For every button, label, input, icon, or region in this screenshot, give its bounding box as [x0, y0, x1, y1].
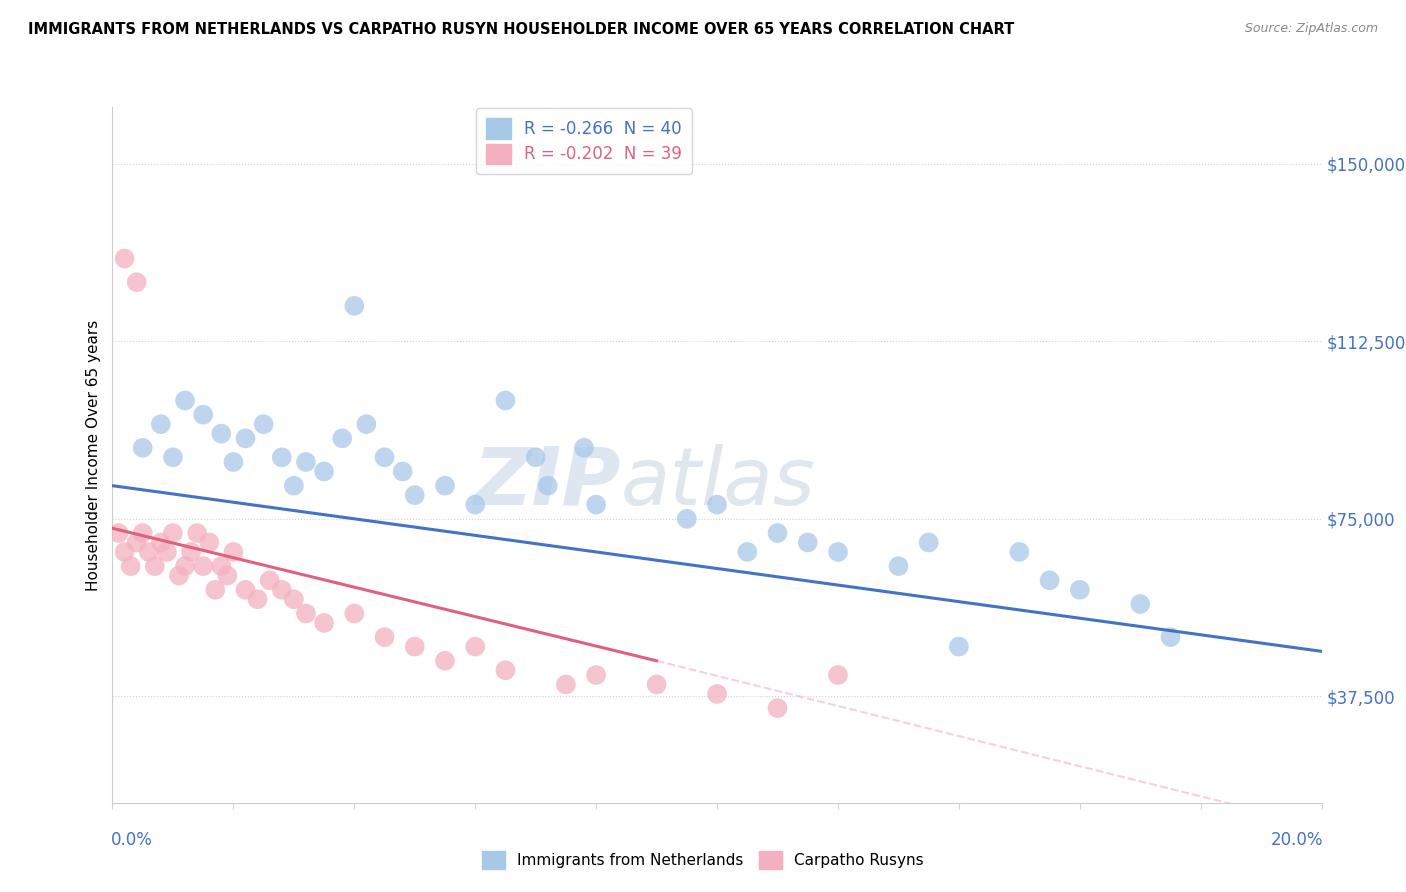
Point	[495, 663, 517, 677]
Point	[918, 535, 941, 549]
Point	[343, 607, 366, 621]
Point	[404, 488, 426, 502]
Point	[537, 478, 560, 492]
Point	[554, 677, 576, 691]
Point	[162, 450, 184, 465]
Point	[827, 668, 849, 682]
Point	[204, 582, 226, 597]
Legend: Immigrants from Netherlands, Carpatho Rusyns: Immigrants from Netherlands, Carpatho Ru…	[477, 845, 929, 875]
Point	[887, 559, 910, 574]
Point	[125, 275, 148, 289]
Point	[464, 498, 486, 512]
Point	[222, 455, 245, 469]
Point	[314, 615, 336, 630]
Point	[253, 417, 276, 432]
Y-axis label: Householder Income Over 65 years: Householder Income Over 65 years	[86, 319, 101, 591]
Point	[174, 559, 197, 574]
Point	[120, 559, 142, 574]
Point	[209, 559, 232, 574]
Point	[235, 582, 257, 597]
Point	[706, 498, 728, 512]
Text: 0.0%: 0.0%	[111, 830, 153, 848]
Point	[524, 450, 547, 465]
Point	[283, 478, 305, 492]
Point	[766, 526, 789, 541]
Point	[246, 592, 269, 607]
Point	[827, 545, 849, 559]
Point	[198, 535, 221, 549]
Point	[191, 408, 214, 422]
Point	[283, 592, 305, 607]
Point	[464, 640, 486, 654]
Point	[343, 299, 366, 313]
Point	[295, 607, 318, 621]
Text: 20.0%: 20.0%	[1271, 830, 1323, 848]
Point	[948, 640, 970, 654]
Point	[174, 393, 197, 408]
Point	[259, 574, 281, 588]
Point	[149, 535, 172, 549]
Point	[132, 526, 155, 541]
Text: IMMIGRANTS FROM NETHERLANDS VS CARPATHO RUSYN HOUSEHOLDER INCOME OVER 65 YEARS C: IMMIGRANTS FROM NETHERLANDS VS CARPATHO …	[28, 22, 1014, 37]
Point	[796, 535, 818, 549]
Point	[209, 426, 232, 441]
Legend: R = -0.266  N = 40, R = -0.202  N = 39: R = -0.266 N = 40, R = -0.202 N = 39	[477, 109, 692, 174]
Point	[138, 545, 160, 559]
Point	[585, 498, 607, 512]
Point	[132, 441, 155, 455]
Point	[270, 582, 292, 597]
Text: atlas: atlas	[620, 443, 815, 522]
Point	[572, 441, 595, 455]
Point	[222, 545, 245, 559]
Point	[391, 465, 413, 479]
Point	[737, 545, 759, 559]
Point	[330, 431, 353, 445]
Point	[433, 478, 456, 492]
Point	[114, 545, 136, 559]
Point	[433, 654, 456, 668]
Point	[162, 526, 184, 541]
Point	[149, 417, 172, 432]
Point	[314, 465, 336, 479]
Point	[1038, 574, 1062, 588]
Point	[766, 701, 789, 715]
Point	[125, 535, 148, 549]
Point	[295, 455, 318, 469]
Point	[235, 431, 257, 445]
Point	[217, 568, 239, 582]
Point	[180, 545, 202, 559]
Point	[107, 526, 129, 541]
Point	[156, 545, 179, 559]
Point	[495, 393, 517, 408]
Text: ZIP: ZIP	[472, 443, 620, 522]
Point	[191, 559, 214, 574]
Point	[1008, 545, 1031, 559]
Point	[404, 640, 426, 654]
Text: Source: ZipAtlas.com: Source: ZipAtlas.com	[1244, 22, 1378, 36]
Point	[186, 526, 208, 541]
Point	[167, 568, 190, 582]
Point	[114, 252, 136, 266]
Point	[143, 559, 166, 574]
Point	[645, 677, 668, 691]
Point	[706, 687, 728, 701]
Point	[356, 417, 378, 432]
Point	[1069, 582, 1091, 597]
Point	[675, 512, 697, 526]
Point	[270, 450, 292, 465]
Point	[374, 630, 396, 644]
Point	[585, 668, 607, 682]
Point	[1129, 597, 1152, 611]
Point	[1159, 630, 1181, 644]
Point	[374, 450, 396, 465]
